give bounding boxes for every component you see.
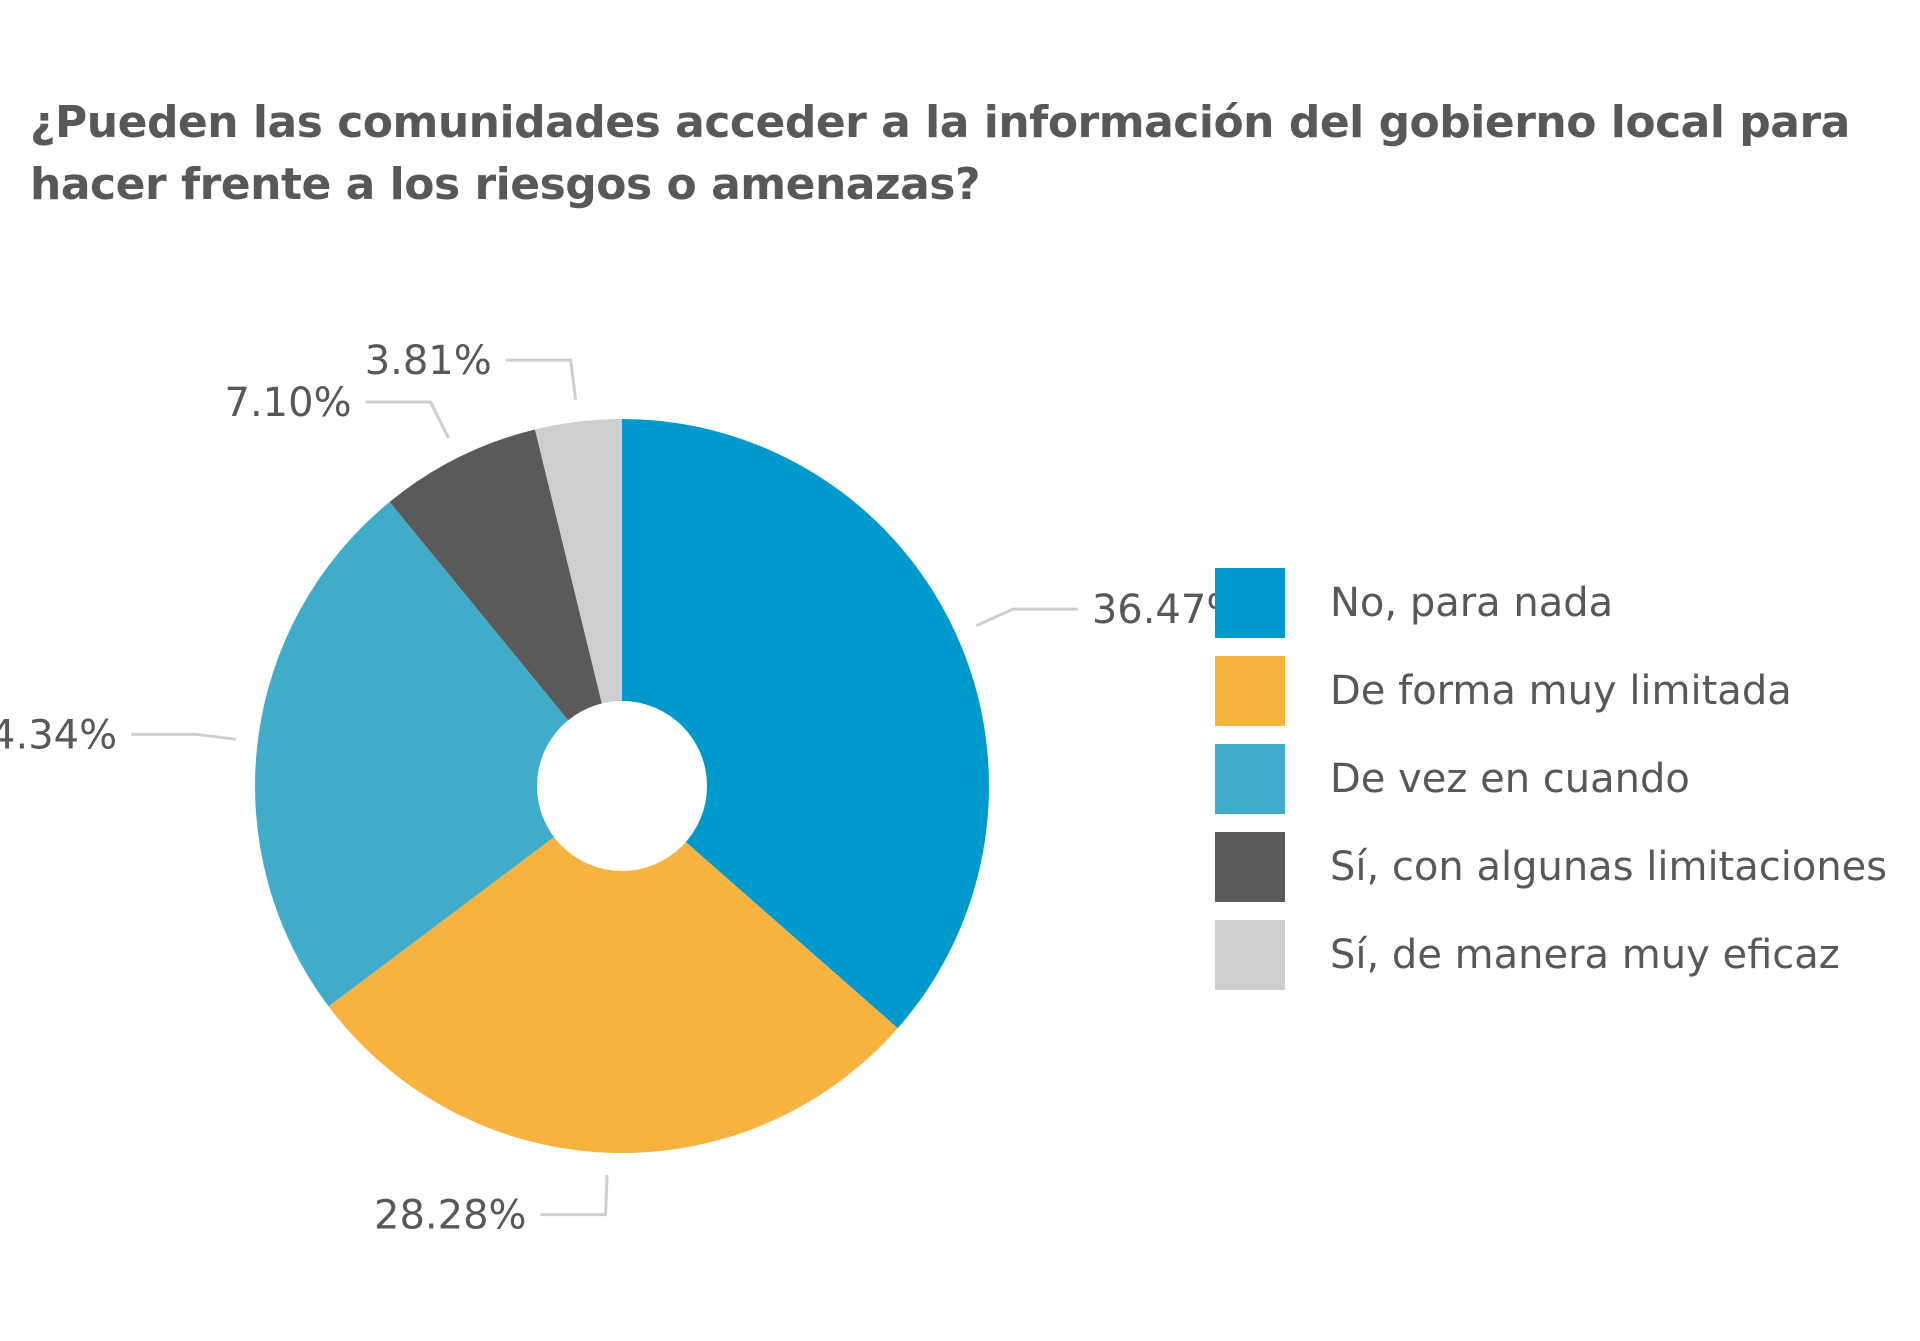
slice-de-vez-en-cuando — [254, 501, 622, 1007]
slice-si-con-algunas-limitaciones — [389, 429, 622, 786]
legend-swatch — [1215, 832, 1285, 902]
pie-slices — [254, 419, 989, 1153]
legend-label: Sí, de manera muy eficaz — [1330, 932, 1840, 978]
slice-no-para-nada — [622, 419, 989, 1029]
legend-item-si-de-manera-muy-eficaz: Sí, de manera muy eficaz — [1215, 920, 1887, 990]
legend-swatch — [1215, 920, 1285, 990]
legend-item-de-forma-muy-limitada: De forma muy limitada — [1215, 656, 1887, 726]
legend-swatch — [1215, 744, 1285, 814]
legend-item-de-vez-en-cuando: De vez en cuando — [1215, 744, 1887, 814]
leader-line-de-vez-en-cuando — [131, 732, 237, 741]
legend-label: De forma muy limitada — [1330, 668, 1792, 714]
legend-swatch — [1215, 656, 1285, 726]
legend: No, para nada De forma muy limitada De vez… — [1215, 568, 1887, 1008]
slice-si-de-manera-muy-eficaz — [534, 419, 622, 786]
legend-label: Sí, con algunas limitaciones — [1330, 844, 1888, 890]
leader-line-de-forma-muy-limitada — [540, 1174, 609, 1217]
donut-hole — [537, 701, 707, 871]
legend-item-no-para-nada: No, para nada — [1215, 568, 1887, 638]
chart-title: ¿Pueden las comunidades acceder a la inf… — [30, 97, 1850, 210]
data-label-si-de-manera-muy-eficaz: 3.81% — [365, 338, 492, 384]
legend-label: De vez en cuando — [1330, 756, 1690, 802]
slice-de-forma-muy-limitada — [328, 786, 898, 1153]
leader-line-si-con-algunas-limitaciones — [365, 400, 450, 439]
legend-label: No, para nada — [1330, 580, 1614, 626]
data-label-de-vez-en-cuando: 24.34% — [0, 712, 117, 758]
data-label-de-forma-muy-limitada: 28.28% — [374, 1193, 527, 1239]
leader-line-si-de-manera-muy-eficaz — [505, 358, 578, 400]
leader-line-no-para-nada — [975, 607, 1078, 627]
data-label-si-con-algunas-limitaciones: 7.10% — [225, 380, 352, 426]
legend-item-si-con-algunas-limitaciones: Sí, con algunas limitaciones — [1215, 832, 1887, 902]
legend-swatch — [1215, 568, 1285, 638]
